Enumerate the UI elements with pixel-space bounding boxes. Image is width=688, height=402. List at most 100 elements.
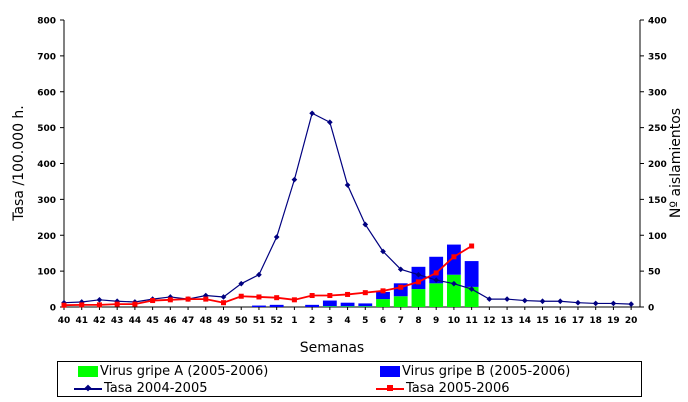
left-tick-label: 600 [37,88,56,98]
x-tick-label: 46 [164,316,177,326]
x-tick-label: 52 [270,316,283,326]
bar-virus-b [269,304,284,307]
point-tasa-2005-2006 [79,302,85,308]
point-tasa-2004-2005 [96,296,103,303]
point-tasa-2005-2006 [345,291,351,297]
bar-virus-a [411,289,426,307]
legend-label-tasa-2004: Tasa 2004-2005 [104,381,208,396]
left-tick-label: 500 [37,124,56,134]
point-tasa-2005-2006 [415,279,421,285]
x-tick-label: 17 [572,316,585,326]
bar-virus-b [429,256,444,284]
point-tasa-2004-2005 [610,300,617,307]
x-tick-label: 42 [93,316,106,326]
chart-legend: Virus gripe A (2005-2006) Virus gripe B … [57,361,642,397]
left-tick-label: 0 [50,304,56,314]
point-tasa-2004-2005 [504,296,510,302]
left-tick-label: 300 [37,196,56,206]
point-tasa-2005-2006 [274,295,280,301]
left-tick-label: 800 [37,17,56,27]
line-tasa-2004-2005 [63,112,632,305]
bar-virus-a [446,274,461,307]
x-tick-label: 12 [483,316,496,326]
right-tick-label: 200 [648,160,667,170]
point-tasa-2005-2006 [309,293,315,299]
legend-label-tasa-2005: Tasa 2005-2006 [406,381,510,396]
legend-label-virus-a: Virus gripe A (2005-2006) [100,364,269,379]
bar-virus-b [376,291,390,300]
legend-line-tasa-2004 [74,383,102,394]
legend-item-virus-b: Virus gripe B (2005-2006) [380,364,570,379]
point-tasa-2004-2005 [539,298,546,305]
x-tick-label: 13 [501,316,514,326]
point-tasa-2005-2006 [238,293,244,299]
point-tasa-2005-2006 [433,270,439,276]
x-tick-label: 43 [111,316,124,326]
point-tasa-2004-2005 [344,182,351,188]
right-tick-label: 400 [648,17,667,27]
x-tick-label: 6 [380,316,386,326]
right-tick-label: 300 [648,88,667,98]
x-tick-label: 20 [625,316,638,326]
point-tasa-2004-2005 [451,280,457,287]
x-tick-label: 3 [327,316,333,326]
x-tick-label: 7 [398,316,404,326]
point-tasa-2004-2005 [628,301,634,307]
left-tick-label: 700 [37,52,56,62]
legend-item-tasa-2005: Tasa 2005-2006 [376,381,510,396]
point-tasa-2004-2005 [468,286,475,292]
right-tick-label: 100 [648,232,667,242]
x-tick-label: 9 [433,316,439,326]
point-tasa-2004-2005 [238,280,245,287]
x-tick-label: 8 [415,316,421,326]
point-tasa-2005-2006 [150,298,156,304]
legend-item-tasa-2004: Tasa 2004-2005 [74,381,208,396]
right-tick-label: 350 [648,52,667,62]
bar-virus-a [322,306,337,307]
bar-virus-a [358,306,373,307]
point-tasa-2004-2005 [309,110,315,117]
point-tasa-2004-2005 [362,221,369,228]
right-tick-label: 0 [648,304,654,314]
point-tasa-2004-2005 [592,300,599,307]
point-tasa-2004-2005 [291,176,298,183]
x-tick-label: 45 [146,316,159,326]
point-tasa-2004-2005 [397,266,404,273]
x-tick-label: 19 [607,316,620,326]
x-tick-label: 47 [182,316,195,326]
x-tick-label: 15 [536,316,549,326]
bar-virus-a [464,286,479,307]
point-tasa-2005-2006 [221,300,227,306]
point-tasa-2005-2006 [256,294,262,300]
point-tasa-2005-2006 [114,301,120,307]
right-tick-label: 150 [648,196,667,206]
bar-virus-b [446,244,461,275]
left-tick-label: 400 [37,160,56,170]
left-tick-label: 100 [37,268,56,278]
x-tick-label: 48 [200,316,213,326]
legend-swatch-virus-b [380,366,400,377]
point-tasa-2004-2005 [415,271,422,278]
x-tick-label: 41 [75,316,88,326]
legend-line-tasa-2005 [376,383,404,394]
legend-swatch-virus-a [78,366,98,377]
point-tasa-2005-2006 [451,254,457,260]
point-tasa-2004-2005 [220,294,227,300]
x-tick-label: 49 [217,316,230,326]
bar-virus-a [340,306,355,307]
point-tasa-2004-2005 [433,277,440,283]
x-tick-label: 51 [253,316,266,326]
point-tasa-2004-2005 [486,296,493,302]
x-tick-label: 14 [519,316,532,326]
point-tasa-2005-2006 [96,302,102,308]
x-tick-label: 5 [362,316,368,326]
bar-virus-a [376,299,390,307]
point-tasa-2004-2005 [575,299,581,306]
point-tasa-2004-2005 [521,297,528,304]
x-tick-label: 10 [448,316,461,326]
point-tasa-2004-2005 [557,298,564,305]
point-tasa-2005-2006 [167,297,173,303]
point-tasa-2005-2006 [469,243,475,249]
